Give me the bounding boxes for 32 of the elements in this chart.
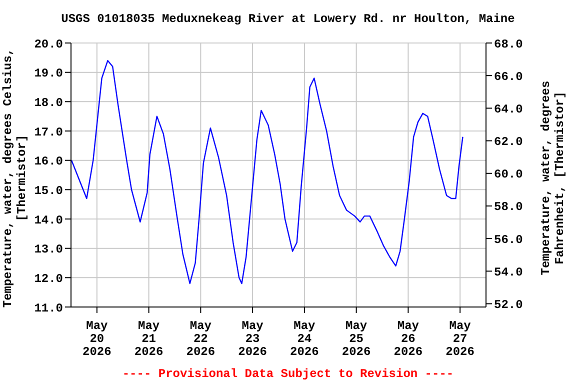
y-tick-label: 15.0 <box>34 184 63 198</box>
y-tick-label: 13.0 <box>34 242 63 257</box>
y-tick-label: 11.0 <box>34 301 63 316</box>
y2-tick-label: 62.0 <box>494 135 523 150</box>
y2-tick-label: 58.0 <box>494 200 523 214</box>
x-tick-label: May 20 2026 <box>82 319 112 359</box>
y2-tick-label: 66.0 <box>494 70 523 84</box>
y2-tick-label: 68.0 <box>494 37 523 52</box>
y2-tick-label: 64.0 <box>494 102 523 116</box>
y-axis-title: Temperature, water, degrees Celsius, [Thermistor] <box>1 48 29 308</box>
x-tick-label: May 24 2026 <box>290 319 319 359</box>
y-tick-label: 19.0 <box>34 66 63 81</box>
x-tick-label: May 23 2026 <box>238 319 267 359</box>
y2-tick-label: 56.0 <box>494 232 523 247</box>
y2-tick-label: 60.0 <box>494 168 523 182</box>
line-series <box>71 60 464 284</box>
x-tick-label: May 21 2026 <box>134 319 164 359</box>
y-tick-label: 16.0 <box>34 154 63 169</box>
text: ---- Provisional Data Subject to Revision ---- <box>122 367 454 381</box>
y2-tick-label: 52.0 <box>494 298 523 312</box>
y-tick-label: 12.0 <box>34 272 63 286</box>
y-tick-label: 20.0 <box>34 37 63 52</box>
x-tick-label: May 26 2026 <box>394 319 423 359</box>
y-tick-label: 17.0 <box>34 125 63 140</box>
y-tick-label: 14.0 <box>34 213 63 228</box>
x-tick-label: May 27 2026 <box>446 319 474 359</box>
chart-title: USGS 01018035 Meduxnekeag River at Lowery Rd. nr Houlton, Maine <box>61 12 515 26</box>
x-tick-label: May 25 2026 <box>342 319 371 359</box>
y-tick-label: 18.0 <box>34 96 63 110</box>
x-tick-label: May 22 2026 <box>186 319 216 359</box>
y2-tick-label: 54.0 <box>494 265 523 280</box>
y2-axis-title: Temperature, water, degrees Fahrenheit, [Thermistor] <box>539 80 567 276</box>
